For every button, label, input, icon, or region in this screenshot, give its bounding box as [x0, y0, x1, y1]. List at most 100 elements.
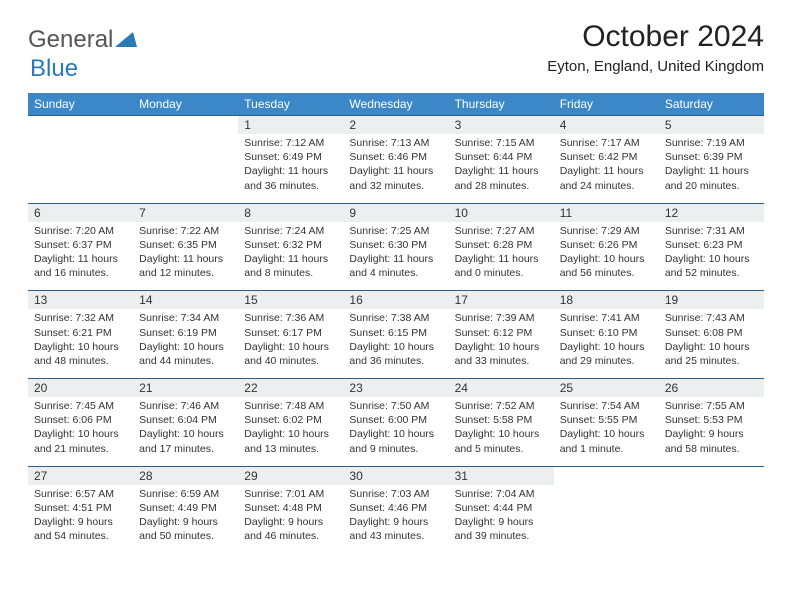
daylight-text: Daylight: 11 hours and 24 minutes.	[560, 164, 653, 192]
day-info-cell: Sunrise: 7:52 AMSunset: 5:58 PMDaylight:…	[449, 397, 554, 466]
daylight-text: Daylight: 10 hours and 33 minutes.	[455, 340, 548, 368]
day-number-cell	[554, 466, 659, 485]
daylight-text: Daylight: 10 hours and 9 minutes.	[349, 427, 442, 455]
day-number-cell: 12	[659, 203, 764, 222]
sunset-text: Sunset: 6:21 PM	[34, 326, 127, 340]
sunset-text: Sunset: 6:00 PM	[349, 413, 442, 427]
sunrise-text: Sunrise: 7:54 AM	[560, 399, 653, 413]
day-number-cell	[133, 116, 238, 135]
sunset-text: Sunset: 6:15 PM	[349, 326, 442, 340]
month-title: October 2024	[547, 20, 764, 54]
day-header: Thursday	[449, 93, 554, 116]
day-number-cell: 27	[28, 466, 133, 485]
day-number-cell: 2	[343, 116, 448, 135]
daylight-text: Daylight: 10 hours and 44 minutes.	[139, 340, 232, 368]
sunrise-text: Sunrise: 7:38 AM	[349, 311, 442, 325]
day-info-cell: Sunrise: 7:41 AMSunset: 6:10 PMDaylight:…	[554, 309, 659, 378]
sunset-text: Sunset: 6:26 PM	[560, 238, 653, 252]
sunrise-text: Sunrise: 7:22 AM	[139, 224, 232, 238]
day-info-cell: Sunrise: 7:01 AMSunset: 4:48 PMDaylight:…	[238, 485, 343, 554]
daynum-row: 6789101112	[28, 203, 764, 222]
info-row: Sunrise: 7:45 AMSunset: 6:06 PMDaylight:…	[28, 397, 764, 466]
sunrise-text: Sunrise: 7:20 AM	[34, 224, 127, 238]
sunrise-text: Sunrise: 7:48 AM	[244, 399, 337, 413]
daylight-text: Daylight: 10 hours and 25 minutes.	[665, 340, 758, 368]
daylight-text: Daylight: 9 hours and 39 minutes.	[455, 515, 548, 543]
daylight-text: Daylight: 10 hours and 21 minutes.	[34, 427, 127, 455]
daylight-text: Daylight: 11 hours and 20 minutes.	[665, 164, 758, 192]
sunset-text: Sunset: 4:48 PM	[244, 501, 337, 515]
calendar-table: SundayMondayTuesdayWednesdayThursdayFrid…	[28, 93, 764, 553]
sunrise-text: Sunrise: 7:43 AM	[665, 311, 758, 325]
day-number-cell: 4	[554, 116, 659, 135]
sunset-text: Sunset: 5:53 PM	[665, 413, 758, 427]
day-header: Tuesday	[238, 93, 343, 116]
sunset-text: Sunset: 6:46 PM	[349, 150, 442, 164]
sunrise-text: Sunrise: 7:29 AM	[560, 224, 653, 238]
day-header: Wednesday	[343, 93, 448, 116]
sunset-text: Sunset: 6:32 PM	[244, 238, 337, 252]
sunset-text: Sunset: 6:02 PM	[244, 413, 337, 427]
daylight-text: Daylight: 10 hours and 48 minutes.	[34, 340, 127, 368]
daylight-text: Daylight: 10 hours and 36 minutes.	[349, 340, 442, 368]
day-number-cell: 9	[343, 203, 448, 222]
day-header: Saturday	[659, 93, 764, 116]
triangle-icon	[115, 29, 137, 52]
sunrise-text: Sunrise: 7:01 AM	[244, 487, 337, 501]
sunset-text: Sunset: 6:19 PM	[139, 326, 232, 340]
sunrise-text: Sunrise: 7:50 AM	[349, 399, 442, 413]
day-info-cell	[659, 485, 764, 554]
day-number-cell: 21	[133, 379, 238, 398]
daylight-text: Daylight: 11 hours and 8 minutes.	[244, 252, 337, 280]
day-info-cell: Sunrise: 7:31 AMSunset: 6:23 PMDaylight:…	[659, 222, 764, 291]
day-info-cell: Sunrise: 7:32 AMSunset: 6:21 PMDaylight:…	[28, 309, 133, 378]
daynum-row: 20212223242526	[28, 379, 764, 398]
day-number-cell: 10	[449, 203, 554, 222]
day-info-cell: Sunrise: 7:03 AMSunset: 4:46 PMDaylight:…	[343, 485, 448, 554]
day-info-cell: Sunrise: 7:15 AMSunset: 6:44 PMDaylight:…	[449, 134, 554, 203]
day-number-cell: 6	[28, 203, 133, 222]
sunset-text: Sunset: 4:46 PM	[349, 501, 442, 515]
day-info-cell	[133, 134, 238, 203]
day-info-cell: Sunrise: 7:55 AMSunset: 5:53 PMDaylight:…	[659, 397, 764, 466]
daylight-text: Daylight: 10 hours and 29 minutes.	[560, 340, 653, 368]
day-number-cell: 7	[133, 203, 238, 222]
day-info-cell: Sunrise: 7:20 AMSunset: 6:37 PMDaylight:…	[28, 222, 133, 291]
day-number-cell: 17	[449, 291, 554, 310]
day-info-cell: Sunrise: 7:19 AMSunset: 6:39 PMDaylight:…	[659, 134, 764, 203]
day-number-cell: 25	[554, 379, 659, 398]
sunset-text: Sunset: 6:49 PM	[244, 150, 337, 164]
day-number-cell: 16	[343, 291, 448, 310]
sunset-text: Sunset: 5:58 PM	[455, 413, 548, 427]
day-number-cell: 19	[659, 291, 764, 310]
title-block: October 2024 Eyton, England, United King…	[547, 20, 764, 75]
daylight-text: Daylight: 10 hours and 5 minutes.	[455, 427, 548, 455]
sunset-text: Sunset: 5:55 PM	[560, 413, 653, 427]
daylight-text: Daylight: 9 hours and 58 minutes.	[665, 427, 758, 455]
sunrise-text: Sunrise: 7:03 AM	[349, 487, 442, 501]
sunrise-text: Sunrise: 7:27 AM	[455, 224, 548, 238]
sunrise-text: Sunrise: 7:45 AM	[34, 399, 127, 413]
sunrise-text: Sunrise: 7:15 AM	[455, 136, 548, 150]
day-info-cell	[28, 134, 133, 203]
day-header: Monday	[133, 93, 238, 116]
day-info-cell: Sunrise: 7:04 AMSunset: 4:44 PMDaylight:…	[449, 485, 554, 554]
day-number-cell: 29	[238, 466, 343, 485]
info-row: Sunrise: 7:32 AMSunset: 6:21 PMDaylight:…	[28, 309, 764, 378]
sunrise-text: Sunrise: 7:41 AM	[560, 311, 653, 325]
daylight-text: Daylight: 11 hours and 12 minutes.	[139, 252, 232, 280]
daylight-text: Daylight: 9 hours and 54 minutes.	[34, 515, 127, 543]
day-number-cell: 23	[343, 379, 448, 398]
day-number-cell: 11	[554, 203, 659, 222]
daylight-text: Daylight: 10 hours and 13 minutes.	[244, 427, 337, 455]
day-number-cell: 28	[133, 466, 238, 485]
day-info-cell: Sunrise: 7:48 AMSunset: 6:02 PMDaylight:…	[238, 397, 343, 466]
day-number-cell	[659, 466, 764, 485]
day-info-cell	[554, 485, 659, 554]
daylight-text: Daylight: 10 hours and 1 minute.	[560, 427, 653, 455]
daylight-text: Daylight: 9 hours and 46 minutes.	[244, 515, 337, 543]
sunrise-text: Sunrise: 7:13 AM	[349, 136, 442, 150]
day-info-cell: Sunrise: 7:46 AMSunset: 6:04 PMDaylight:…	[133, 397, 238, 466]
sunrise-text: Sunrise: 7:52 AM	[455, 399, 548, 413]
day-info-cell: Sunrise: 7:13 AMSunset: 6:46 PMDaylight:…	[343, 134, 448, 203]
